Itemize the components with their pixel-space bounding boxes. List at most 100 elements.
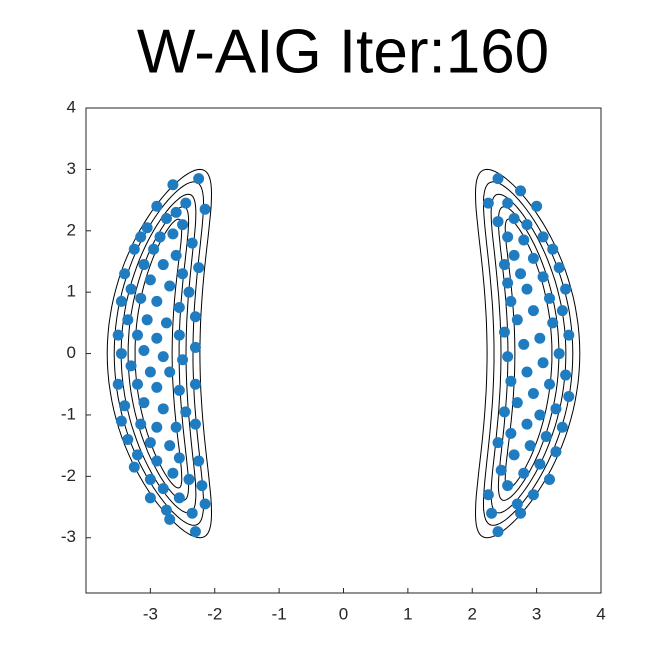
contour — [134, 218, 183, 489]
point — [157, 259, 169, 271]
point — [173, 329, 185, 341]
x-tick-label: 3 — [532, 604, 541, 623]
point — [527, 252, 539, 264]
x-tick-label: 2 — [468, 604, 477, 623]
point — [502, 351, 514, 363]
point — [521, 418, 533, 430]
point — [167, 179, 179, 191]
point — [508, 249, 520, 261]
point — [135, 292, 147, 304]
point — [183, 286, 195, 298]
point — [537, 357, 549, 369]
point — [508, 449, 520, 461]
point — [482, 197, 494, 209]
x-tick-label: 1 — [403, 604, 412, 623]
point — [160, 504, 172, 516]
point — [189, 311, 201, 323]
point — [157, 403, 169, 415]
point — [112, 329, 124, 341]
point — [193, 173, 205, 185]
point — [164, 440, 176, 452]
point — [492, 173, 504, 185]
point — [177, 354, 189, 366]
point — [189, 418, 201, 430]
point — [144, 437, 156, 449]
point — [173, 452, 185, 464]
point — [515, 268, 527, 280]
point — [563, 329, 575, 341]
point — [177, 268, 189, 280]
y-tick-label: 3 — [67, 159, 76, 178]
point — [556, 305, 568, 317]
point — [138, 345, 150, 356]
point — [492, 437, 504, 449]
point — [531, 200, 543, 212]
point — [544, 378, 555, 390]
y-tick-label: 0 — [67, 343, 76, 362]
point — [151, 421, 163, 433]
point — [498, 326, 510, 338]
x-tick-label: -2 — [207, 604, 222, 623]
point — [173, 492, 185, 504]
point — [511, 498, 523, 510]
contour — [106, 168, 213, 539]
point — [515, 185, 527, 197]
point — [186, 237, 198, 249]
point — [495, 464, 507, 476]
point — [125, 283, 137, 295]
point — [502, 277, 514, 289]
point — [160, 213, 172, 225]
point — [521, 283, 533, 295]
point — [521, 219, 533, 231]
point — [160, 317, 172, 329]
point — [173, 302, 185, 314]
point — [534, 332, 546, 344]
point — [518, 234, 530, 246]
y-tick-label: -2 — [61, 466, 76, 485]
point — [492, 216, 504, 228]
point — [151, 332, 163, 344]
point — [518, 467, 530, 479]
point — [505, 295, 517, 307]
point — [128, 461, 140, 473]
point — [193, 455, 205, 467]
point — [498, 259, 510, 271]
y-tick-label: 4 — [67, 97, 76, 116]
point — [164, 513, 176, 525]
y-tick-label: 1 — [67, 282, 76, 301]
point — [151, 381, 163, 393]
point — [164, 366, 176, 378]
point — [527, 387, 539, 399]
point — [144, 274, 156, 286]
point — [521, 366, 533, 378]
point — [164, 280, 176, 292]
point — [157, 483, 169, 495]
point — [141, 222, 153, 234]
point — [132, 329, 143, 341]
point — [502, 231, 514, 243]
point — [534, 409, 546, 421]
point — [563, 391, 575, 403]
point — [547, 243, 559, 255]
point — [498, 406, 510, 418]
point — [550, 446, 562, 458]
point — [144, 492, 156, 504]
point — [537, 271, 549, 283]
point — [135, 231, 147, 243]
point — [560, 369, 572, 381]
point — [151, 455, 163, 467]
point — [550, 403, 562, 415]
point — [553, 348, 565, 360]
contour — [490, 193, 567, 514]
point — [544, 292, 555, 304]
point — [173, 384, 185, 396]
point — [115, 415, 127, 427]
point — [112, 378, 124, 390]
point — [154, 231, 166, 243]
point — [527, 305, 539, 317]
point — [553, 262, 565, 274]
point — [492, 526, 504, 538]
point — [515, 507, 527, 519]
point — [119, 268, 131, 280]
